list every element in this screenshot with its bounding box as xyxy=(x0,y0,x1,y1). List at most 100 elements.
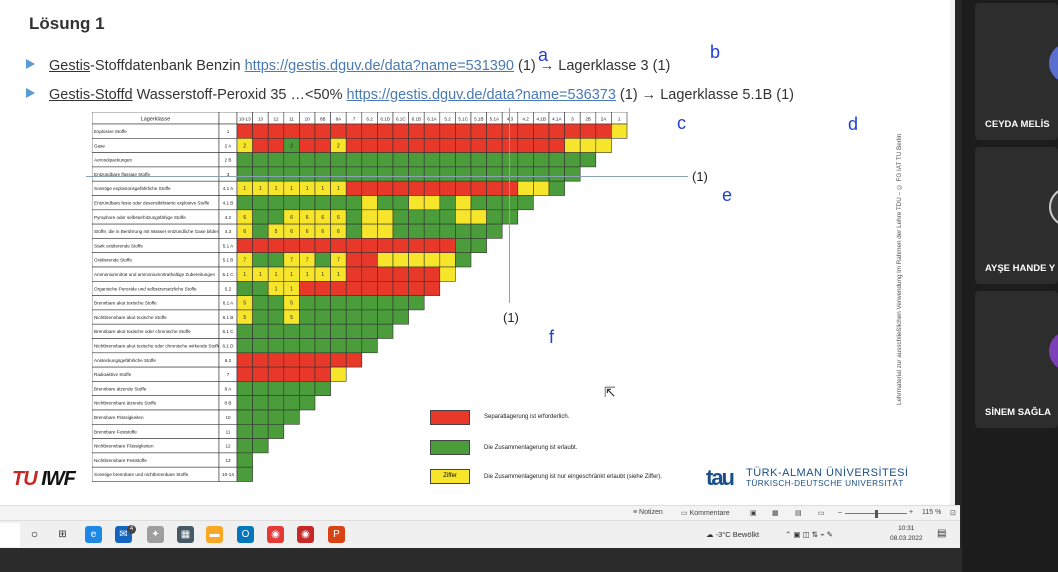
cell-digit: 5 xyxy=(243,315,246,321)
compatibility-cell xyxy=(439,266,456,282)
calculator-icon[interactable]: ▦ xyxy=(177,526,194,543)
compatibility-cell xyxy=(267,166,285,182)
compatibility-cell xyxy=(361,338,378,354)
compatibility-cell xyxy=(345,209,363,225)
row-code: 6.1 A xyxy=(223,301,234,306)
taskbar-clock[interactable]: 10:31 08.03.2022 xyxy=(890,525,923,542)
column-header-label: 4.3 xyxy=(507,116,514,121)
guide-line-horizontal xyxy=(86,176,688,177)
file-explorer-icon[interactable]: ▬ xyxy=(206,526,223,543)
compatibility-cell xyxy=(252,209,269,225)
row-label: Explosive Stoffe xyxy=(94,129,127,134)
column-header-label: 8B xyxy=(320,116,326,121)
compatibility-cell xyxy=(252,409,269,425)
compatibility-cell xyxy=(470,209,487,225)
compatibility-cell xyxy=(252,238,269,254)
slide-title: Lösung 1 xyxy=(29,14,105,33)
powerpoint-icon[interactable]: P xyxy=(328,526,345,543)
cell-digit: 1 xyxy=(243,186,246,192)
compatibility-cell xyxy=(564,166,581,182)
fit-slide-icon[interactable]: ⊡ xyxy=(950,510,956,517)
cell-digit: 1 xyxy=(306,272,309,278)
compatibility-cell xyxy=(377,281,394,296)
compatibility-cell xyxy=(252,223,269,239)
bullet-arrow-icon xyxy=(26,88,35,98)
compatibility-cell xyxy=(392,295,409,311)
row-label: Radioaktive Stoffe xyxy=(94,372,132,377)
zoom-slider-knob[interactable] xyxy=(875,510,878,518)
compatibility-cell xyxy=(283,395,300,411)
network-app-icon[interactable]: ✦ xyxy=(147,526,164,543)
compatibility-cell xyxy=(252,195,269,211)
compatibility-cell xyxy=(517,123,534,139)
system-tray-icons[interactable]: ⌃ ▣ ◫ ⇅ ⌁ ✎ xyxy=(785,530,833,539)
notification-center-icon[interactable]: ▤ xyxy=(937,528,947,539)
compatibility-cell xyxy=(252,338,269,354)
compatibility-cell xyxy=(470,223,487,239)
compatibility-cell xyxy=(486,123,503,139)
legend-text-green: Die Zusammenlagerung ist erlaubt. xyxy=(484,445,578,451)
compatibility-cell xyxy=(283,338,300,354)
column-header-label: 2B xyxy=(585,116,591,121)
cell-digit: 6 xyxy=(306,215,309,221)
compatibility-cell xyxy=(470,137,487,153)
compatibility-cell xyxy=(345,137,363,153)
row-code: 2 A xyxy=(225,143,233,148)
compatibility-cell xyxy=(252,152,269,168)
search-icon[interactable]: ○ xyxy=(30,527,39,541)
participant-tile[interactable]: AYŞE HANDE Y xyxy=(975,147,1058,284)
slide-sorter-icon[interactable]: ▦ xyxy=(772,510,779,517)
participant-tile[interactable]: CEYDA MELİS xyxy=(975,3,1058,140)
column-header-label: 6.1B xyxy=(412,116,421,121)
gestis-link-benzin[interactable]: https://gestis.dguv.de/data?name=531390 xyxy=(244,58,514,74)
cell-digit: 1 xyxy=(275,286,278,292)
normal-view-icon[interactable]: ▣ xyxy=(750,510,757,517)
compatibility-cell xyxy=(299,352,316,368)
zoom-out-button[interactable]: – xyxy=(838,509,842,516)
cell-digit: 5 xyxy=(275,229,278,235)
participant-tile[interactable]: SİNEM SAĞLA xyxy=(975,291,1058,428)
notes-button[interactable]: ≡ Notizen xyxy=(633,509,663,516)
row-code: 5.2 xyxy=(225,286,232,291)
slideshow-icon[interactable]: ▭ xyxy=(818,510,825,517)
ref-label-1: (1) xyxy=(692,169,708,184)
compatibility-cell xyxy=(345,180,363,196)
compatibility-cell xyxy=(361,123,378,139)
zoom-level[interactable]: 115 % xyxy=(922,509,942,516)
compatibility-cell xyxy=(267,238,285,254)
compatibility-cell xyxy=(252,423,269,439)
row-code: 4.1 A xyxy=(223,186,234,191)
compatibility-cell xyxy=(283,352,300,368)
compatibility-cell xyxy=(548,152,565,168)
comments-button[interactable]: ▭ Kommentare xyxy=(681,510,730,517)
weather-widget[interactable]: ☁ -3°C Bewölkt xyxy=(706,530,760,539)
tau-name-de: TÜRKISCH-DEUTSCHE UNIVERSITÄT xyxy=(746,479,904,488)
reading-view-icon[interactable]: ▤ xyxy=(795,510,802,517)
compatibility-cell xyxy=(283,238,300,254)
compatibility-cell xyxy=(377,180,394,196)
compatibility-cell xyxy=(423,180,441,196)
row-code: 6.1 C xyxy=(223,329,235,334)
gestis-link-wasserstoffperoxid[interactable]: https://gestis.dguv.de/data?name=536373 xyxy=(346,87,616,103)
bullet-wasserstoffperoxid: Gestis-Stoffd Wasserstoff-Peroxid 35 …<5… xyxy=(26,87,794,103)
bullet-prefix: Gestis-Stoffd xyxy=(49,87,133,103)
chrome-profile-icon[interactable]: ◉ xyxy=(297,526,314,543)
column-header-label: 10-13 xyxy=(239,116,251,121)
cell-digit: 1 xyxy=(275,272,278,278)
cell-digit: 1 xyxy=(290,286,293,292)
column-header-label: 11 xyxy=(289,116,294,121)
legend-swatch-green xyxy=(430,440,470,455)
slide-scrollbar[interactable] xyxy=(950,0,955,505)
compatibility-cell xyxy=(408,209,425,225)
compatibility-cell xyxy=(267,352,285,368)
compatibility-cell xyxy=(377,195,394,211)
compatibility-cell xyxy=(501,137,519,153)
edge-icon[interactable]: e xyxy=(85,526,102,543)
compatibility-cell xyxy=(267,309,285,325)
zoom-in-button[interactable]: + xyxy=(909,509,914,516)
task-view-icon[interactable]: ⊞ xyxy=(58,529,67,540)
compatibility-cell xyxy=(330,166,347,182)
outlook-icon[interactable]: O xyxy=(237,526,254,543)
chrome-icon[interactable]: ◉ xyxy=(267,526,284,543)
taskbar-search-box[interactable] xyxy=(0,523,20,547)
